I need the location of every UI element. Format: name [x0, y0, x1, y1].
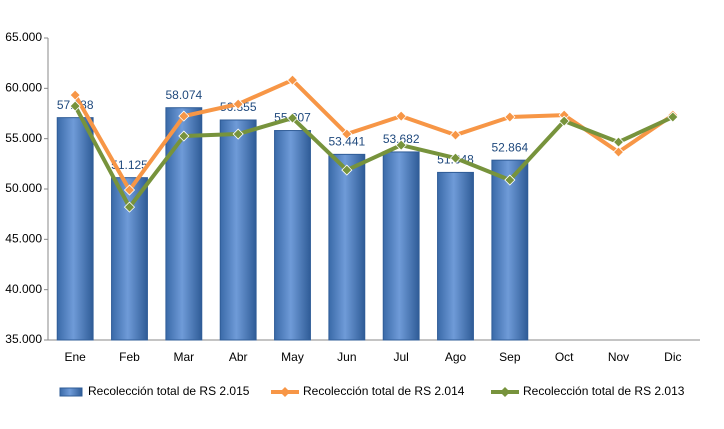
marker [612, 146, 625, 158]
y-tick-label: 65.000 [5, 30, 42, 44]
marker [667, 111, 679, 123]
data-label: 53.682 [383, 132, 420, 146]
y-tick-label: 45.000 [5, 232, 42, 246]
marker [232, 98, 244, 110]
x-tick-label: Jul [393, 350, 408, 364]
bar [328, 153, 366, 341]
marker [341, 128, 353, 140]
bar [165, 107, 203, 341]
marker [449, 129, 462, 141]
data-label: 52.864 [491, 140, 528, 154]
data-label: 58.074 [165, 88, 202, 102]
x-tick-label: May [281, 350, 304, 364]
x-tick-label: Oct [555, 350, 574, 364]
x-tick-label: Ene [64, 350, 86, 364]
marker [286, 74, 299, 86]
x-tick-label: Feb [119, 350, 140, 364]
line [73, 78, 674, 193]
marker [69, 89, 81, 101]
y-tick-label: 50.000 [5, 181, 42, 195]
legend-label: Recolección total de RS 2.014 [303, 384, 465, 398]
legend-swatch [59, 387, 83, 397]
marker [612, 136, 625, 148]
bar [382, 151, 420, 341]
data-label: 53.441 [328, 135, 365, 149]
x-tick-label: Sep [499, 350, 521, 364]
marker [123, 201, 136, 213]
data-label: 51.125 [111, 158, 148, 172]
legend-label: Recolección total de RS 2.013 [523, 384, 685, 398]
marker [178, 110, 190, 122]
x-tick-label: Mar [173, 350, 194, 364]
y-tick-label: 60.000 [5, 81, 42, 95]
line [73, 105, 674, 210]
marker [504, 111, 516, 123]
x-tick-label: Dic [664, 350, 681, 364]
legend-marker [280, 387, 290, 397]
marker [123, 184, 136, 196]
marker [69, 100, 81, 112]
marker [558, 115, 570, 127]
y-tick-label: 40.000 [5, 282, 42, 296]
x-tick-label: Jun [337, 350, 356, 364]
bar [437, 171, 474, 341]
marker [449, 152, 462, 164]
legend-marker [500, 387, 510, 397]
y-tick-label: 55.000 [5, 131, 42, 145]
marker [178, 130, 190, 142]
marker [232, 128, 244, 140]
y-tick-label: 35.000 [5, 332, 42, 346]
x-tick-label: Nov [608, 350, 629, 364]
marker [504, 174, 516, 186]
bar [274, 130, 311, 341]
bar [219, 119, 257, 341]
marker [286, 112, 299, 124]
x-tick-label: Abr [229, 350, 248, 364]
marker [395, 139, 407, 151]
x-tick-label: Ago [445, 350, 467, 364]
bar [56, 117, 94, 341]
marker [341, 164, 353, 176]
legend-label: Recolección total de RS 2.015 [88, 384, 250, 398]
bar [491, 159, 529, 341]
marker [395, 110, 407, 122]
